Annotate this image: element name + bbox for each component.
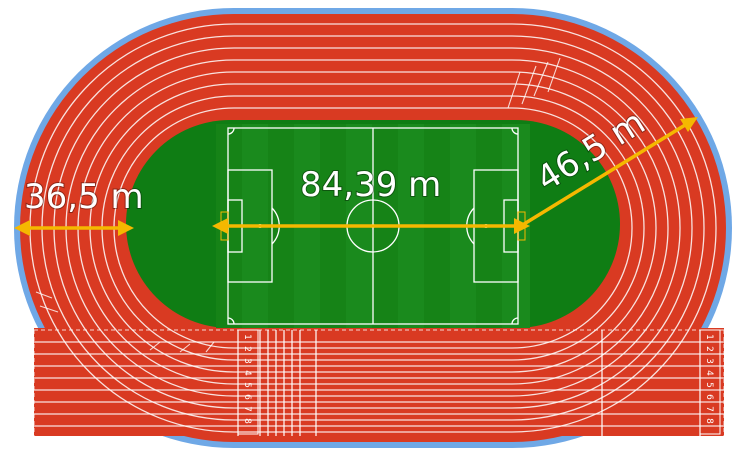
lane-number: 4 bbox=[242, 370, 252, 376]
lane-number: 5 bbox=[704, 382, 714, 388]
lane-number: 6 bbox=[242, 394, 252, 400]
lane-number: 8 bbox=[704, 418, 714, 424]
lane-number-box-right bbox=[699, 329, 721, 435]
lane-number: 1 bbox=[704, 334, 714, 340]
lane-number: 7 bbox=[242, 406, 252, 412]
lane-number: 5 bbox=[242, 382, 252, 388]
lane-number: 8 bbox=[242, 418, 252, 424]
dimension-arrows bbox=[14, 117, 698, 236]
lane-number: 6 bbox=[704, 394, 714, 400]
staggered-marks bbox=[35, 57, 561, 353]
lane-number: 4 bbox=[704, 370, 714, 376]
lane-number: 3 bbox=[704, 358, 714, 364]
lane-number-box-left bbox=[237, 329, 259, 435]
lane-number: 2 bbox=[704, 346, 714, 352]
left-width-label: 36,5 m bbox=[24, 177, 144, 217]
lane-number: 3 bbox=[242, 358, 252, 364]
sprint-straight bbox=[34, 328, 724, 436]
lane-numbers-left: 1 2 3 4 5 6 7 8 bbox=[242, 334, 252, 424]
lane-number: 2 bbox=[242, 346, 252, 352]
center-length-label: 84,39 m bbox=[300, 165, 441, 205]
lane-lines bbox=[29, 23, 717, 433]
straight-lane-lines bbox=[34, 341, 724, 427]
lane-numbers-right: 1 2 3 4 5 6 7 8 bbox=[704, 334, 714, 424]
straight-border bbox=[33, 329, 725, 436]
lane-number: 1 bbox=[242, 334, 252, 340]
lane-number: 7 bbox=[704, 406, 714, 412]
